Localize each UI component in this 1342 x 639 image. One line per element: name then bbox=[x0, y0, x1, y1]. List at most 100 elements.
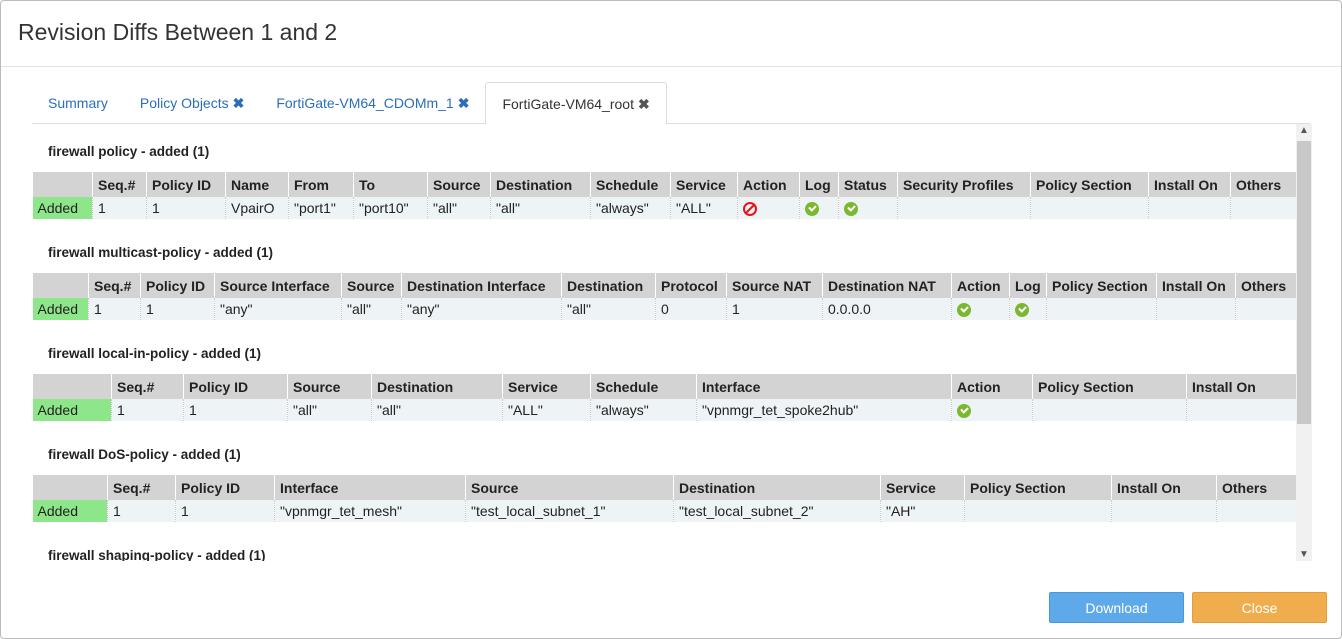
column-header[interactable]: Security Profiles bbox=[897, 172, 1031, 197]
header-row: Seq.# Policy ID Source Interface Source Dest… bbox=[32, 273, 1296, 298]
column-header[interactable]: Schedule bbox=[590, 374, 697, 399]
table-cell: "all" bbox=[427, 197, 491, 219]
table-cell bbox=[1230, 197, 1296, 219]
column-header[interactable]: Service bbox=[670, 172, 738, 197]
table-cell: "any" bbox=[214, 298, 342, 320]
table-cell bbox=[897, 197, 1031, 219]
table-cell: 1 bbox=[92, 197, 147, 219]
column-header[interactable]: Seq.# bbox=[88, 273, 141, 298]
column-header[interactable]: Policy Section bbox=[1032, 374, 1187, 399]
column-header[interactable]: Policy ID bbox=[140, 273, 215, 298]
table-cell bbox=[1156, 298, 1236, 320]
column-header[interactable]: Log bbox=[799, 172, 839, 197]
tab-fortigate-vm64-root[interactable]: FortiGate-VM64_root ✖ bbox=[485, 82, 667, 125]
column-header[interactable]: Destination bbox=[371, 374, 503, 399]
column-header[interactable]: Source NAT bbox=[726, 273, 823, 298]
column-header[interactable]: Others bbox=[1235, 273, 1296, 298]
check-icon bbox=[957, 404, 971, 419]
table-cell: "port1" bbox=[288, 197, 354, 219]
column-header[interactable] bbox=[32, 273, 89, 298]
table-cell: "all" bbox=[561, 298, 656, 320]
column-header[interactable]: Policy Section bbox=[1030, 172, 1149, 197]
column-header[interactable]: Source Interface bbox=[214, 273, 342, 298]
column-header[interactable]: Interface bbox=[696, 374, 952, 399]
column-header[interactable]: Policy Section bbox=[1046, 273, 1157, 298]
close-button[interactable]: Close bbox=[1192, 592, 1327, 623]
diff-section: firewall local-in-policy - added (1) Seq.… bbox=[32, 326, 1296, 421]
column-header[interactable]: Destination NAT bbox=[822, 273, 952, 298]
column-header[interactable]: Seq.# bbox=[111, 374, 184, 399]
column-header[interactable]: Destination bbox=[561, 273, 656, 298]
table-cell bbox=[799, 197, 839, 219]
column-header[interactable]: Name bbox=[225, 172, 289, 197]
column-header[interactable]: Action bbox=[951, 374, 1033, 399]
column-header[interactable]: Others bbox=[1216, 475, 1296, 500]
column-header[interactable]: Log bbox=[1009, 273, 1047, 298]
table-cell: "test_local_subnet_1" bbox=[465, 500, 674, 522]
scroll-down-icon[interactable]: ▼ bbox=[1299, 549, 1309, 560]
column-header[interactable]: Others bbox=[1230, 172, 1296, 197]
column-header[interactable]: Policy Section bbox=[964, 475, 1112, 500]
column-header[interactable]: Install On bbox=[1156, 273, 1236, 298]
column-header[interactable]: Source bbox=[341, 273, 402, 298]
close-tab-icon[interactable]: ✖ bbox=[457, 95, 470, 111]
table-cell: "vpnmgr_tet_mesh" bbox=[274, 500, 466, 522]
column-header[interactable]: Destination bbox=[490, 172, 591, 197]
column-header[interactable]: Source bbox=[465, 475, 674, 500]
prohibit-icon bbox=[743, 202, 757, 217]
column-header[interactable]: Install On bbox=[1148, 172, 1231, 197]
column-header[interactable] bbox=[32, 475, 108, 500]
header-row: Seq.# Policy ID Name From To Source Destinatio… bbox=[32, 172, 1296, 197]
tab-label: FortiGate-VM64_root bbox=[502, 96, 634, 112]
tab-fortigate-vm64-cdomm-1[interactable]: FortiGate-VM64_CDOMm_1 ✖ bbox=[260, 82, 485, 124]
column-header[interactable]: Seq.# bbox=[92, 172, 147, 197]
column-header[interactable]: Destination Interface bbox=[401, 273, 562, 298]
column-header[interactable]: Interface bbox=[274, 475, 466, 500]
column-header[interactable]: Policy ID bbox=[146, 172, 226, 197]
vertical-scrollbar[interactable]: ▲ ▼ bbox=[1296, 124, 1312, 561]
table-row[interactable]: Added 1 1 "any" "all" "any" "all" 0 1 0.0.0.0 bbox=[32, 298, 1296, 320]
tab-policy-objects[interactable]: Policy Objects ✖ bbox=[124, 82, 260, 124]
column-header[interactable]: To bbox=[353, 172, 428, 197]
section-title: firewall shaping-policy - added (1) bbox=[48, 548, 266, 561]
table-cell: 1 bbox=[183, 399, 288, 421]
diff-section: firewall multicast-policy - added (1) Seq… bbox=[32, 225, 1296, 320]
table-cell bbox=[964, 500, 1112, 522]
column-header[interactable]: Install On bbox=[1186, 374, 1296, 399]
table-cell bbox=[1111, 500, 1217, 522]
column-header[interactable]: Service bbox=[502, 374, 591, 399]
scrollbar-thumb[interactable] bbox=[1297, 141, 1311, 424]
column-header[interactable]: Install On bbox=[1111, 475, 1217, 500]
column-header[interactable]: Action bbox=[951, 273, 1010, 298]
section-title: firewall local-in-policy - added (1) bbox=[48, 346, 262, 361]
table-row[interactable]: Added 1 1 VpairO "port1" "port10" "all" "all" "a… bbox=[32, 197, 1296, 219]
column-header[interactable]: Schedule bbox=[590, 172, 671, 197]
table-cell: "port10" bbox=[353, 197, 428, 219]
table-cell: 1 bbox=[146, 197, 226, 219]
download-button[interactable]: Download bbox=[1049, 592, 1184, 623]
column-header[interactable]: Destination bbox=[673, 475, 881, 500]
column-header[interactable]: Status bbox=[838, 172, 898, 197]
table-row[interactable]: Added 1 1 "vpnmgr_tet_mesh" "test_local_subn… bbox=[32, 500, 1296, 522]
column-header[interactable] bbox=[32, 374, 112, 399]
table-cell: VpairO bbox=[225, 197, 289, 219]
tab-summary[interactable]: Summary bbox=[32, 82, 124, 124]
status-badge: Added bbox=[32, 197, 93, 219]
column-header[interactable] bbox=[32, 172, 93, 197]
close-tab-icon[interactable]: ✖ bbox=[637, 96, 650, 112]
column-header[interactable]: Service bbox=[880, 475, 965, 500]
table-row[interactable]: Added 1 1 "all" "all" "ALL" "always" "vpnmgr_te… bbox=[32, 399, 1296, 421]
column-header[interactable]: Protocol bbox=[655, 273, 727, 298]
column-header[interactable]: Policy ID bbox=[183, 374, 288, 399]
section-title: firewall multicast-policy - added (1) bbox=[48, 245, 274, 260]
column-header[interactable]: Source bbox=[427, 172, 491, 197]
column-header[interactable]: Source bbox=[287, 374, 372, 399]
table-cell bbox=[838, 197, 898, 219]
scroll-up-icon[interactable]: ▲ bbox=[1299, 125, 1309, 136]
close-tab-icon[interactable]: ✖ bbox=[232, 95, 245, 111]
column-header[interactable]: From bbox=[288, 172, 354, 197]
column-header[interactable]: Policy ID bbox=[175, 475, 275, 500]
column-header[interactable]: Action bbox=[737, 172, 800, 197]
column-header[interactable]: Seq.# bbox=[107, 475, 176, 500]
